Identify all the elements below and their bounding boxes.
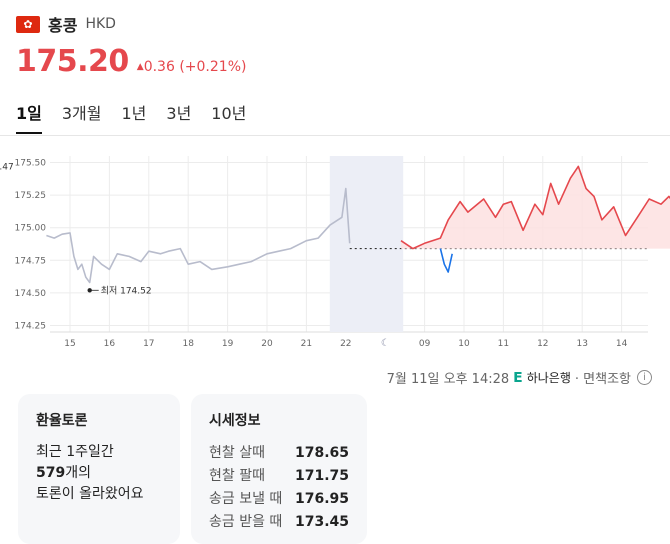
hong-kong-flag-icon: ✿ bbox=[16, 15, 40, 33]
annotation-label: 최고 175.47 bbox=[0, 161, 14, 172]
tab-3y[interactable]: 3년 bbox=[166, 104, 192, 123]
up-arrow-icon: ▲ bbox=[136, 62, 144, 72]
tab-3m[interactable]: 3개월 bbox=[61, 104, 102, 123]
currency-code: HKD bbox=[85, 16, 116, 32]
price-change: ▲0.36 (+0.21%) bbox=[137, 59, 247, 75]
y-tick-label: 175.50 bbox=[15, 159, 47, 169]
chart-annotations: 최고 175.47 최저 174.52 bbox=[0, 161, 152, 296]
x-tick-label: 14 bbox=[616, 339, 628, 349]
country-name: 홍콩 bbox=[48, 16, 78, 35]
discussion-count: 579 bbox=[36, 465, 66, 481]
tab-1y[interactable]: 1년 bbox=[121, 104, 147, 123]
discussion-card[interactable]: 환율토론 최근 1주일간 579개의 토론이 올라왔어요 bbox=[18, 394, 180, 544]
y-tick-label: 174.25 bbox=[15, 321, 47, 331]
rate-row: 현찰 팔때 171.75 bbox=[209, 465, 349, 488]
rate-label: 현찰 살때 bbox=[209, 445, 265, 461]
x-tick-label: 13 bbox=[576, 339, 587, 349]
rate-value: 171.75 bbox=[294, 468, 349, 484]
x-tick-label: 22 bbox=[340, 339, 351, 349]
y-tick-label: 175.00 bbox=[15, 224, 47, 234]
x-tick-label: 15 bbox=[64, 339, 75, 349]
price-change-value: 0.36 (+0.21%) bbox=[143, 59, 247, 75]
x-tick-label: 10 bbox=[458, 339, 470, 349]
rate-label: 송금 보낼 때 bbox=[209, 491, 283, 507]
info-icon[interactable]: i bbox=[637, 370, 652, 385]
rate-row: 송금 받을 때 173.45 bbox=[209, 511, 349, 534]
hana-bank-logo-icon: ⴹ bbox=[513, 369, 523, 386]
y-tick-label: 175.25 bbox=[15, 191, 47, 201]
y-axis-ticks: 175.50 175.25 175.00 174.75 174.50 174.25 bbox=[15, 159, 47, 332]
price-row: 175.20 ▲0.36 (+0.21%) bbox=[16, 44, 246, 79]
series-line bbox=[439, 248, 453, 273]
tab-10y[interactable]: 10년 bbox=[211, 104, 247, 123]
discussion-count-suffix: 개의 bbox=[65, 465, 91, 481]
discussion-line3: 토론이 올라왔어요 bbox=[36, 486, 144, 502]
annotation-label: 최저 174.52 bbox=[101, 285, 152, 296]
x-tick-label: 09 bbox=[419, 339, 431, 349]
period-tabs: 1일 3개월 1년 3년 10년 bbox=[16, 100, 246, 134]
series-lines bbox=[46, 165, 670, 284]
series-line bbox=[400, 165, 670, 250]
x-tick-label: 19 bbox=[222, 339, 234, 349]
price-area-fill bbox=[401, 166, 670, 249]
closed-market-region bbox=[329, 156, 404, 332]
x-tick-label: 21 bbox=[301, 339, 312, 349]
rate-value: 176.95 bbox=[294, 491, 349, 507]
x-tick-label: 16 bbox=[104, 339, 116, 349]
x-tick-label: 18 bbox=[182, 339, 194, 349]
discussion-line1: 최근 1주일간 bbox=[36, 444, 114, 460]
rate-label: 현찰 팔때 bbox=[209, 468, 265, 484]
x-tick-label: 12 bbox=[537, 339, 548, 349]
rate-row: 현찰 살때 178.65 bbox=[209, 442, 349, 465]
y-tick-label: 174.50 bbox=[15, 289, 47, 299]
tab-1d[interactable]: 1일 bbox=[16, 100, 42, 134]
rate-value: 178.65 bbox=[294, 445, 349, 461]
x-tick-label: 11 bbox=[498, 339, 509, 349]
x-tick-label: 20 bbox=[261, 339, 273, 349]
bank-name: 하나은행 bbox=[526, 371, 571, 385]
current-price: 175.20 bbox=[16, 44, 129, 79]
tab-divider bbox=[0, 135, 670, 136]
x-axis-ticks: 15 16 17 18 19 20 21 22 ☾ 09 10 11 12 13 14 bbox=[64, 338, 627, 349]
series-line bbox=[46, 187, 351, 284]
rate-value: 173.45 bbox=[294, 514, 349, 530]
y-tick-label: 174.75 bbox=[15, 256, 47, 266]
rates-card[interactable]: 시세정보 현찰 살때 178.65 현찰 팔때 171.75 송금 보낼 때 1… bbox=[191, 394, 367, 544]
update-time: 7월 11일 오후 14:28 bbox=[386, 372, 510, 387]
rate-row: 송금 보낼 때 176.95 bbox=[209, 488, 349, 511]
currency-header: ✿ 홍콩 HKD bbox=[16, 12, 116, 36]
rate-label: 송금 받을 때 bbox=[209, 514, 283, 530]
disclaimer-link[interactable]: · 면책조항 bbox=[574, 372, 631, 387]
moon-icon: ☾ bbox=[381, 338, 390, 349]
timestamp-row: 7월 11일 오후 14:28 ⴹ 하나은행 · 면책조항 i bbox=[387, 368, 652, 387]
x-tick-label: 17 bbox=[143, 339, 154, 349]
discussion-title: 환율토론 bbox=[36, 413, 88, 429]
discussion-count-line: 579개의 bbox=[36, 463, 162, 484]
rates-title: 시세정보 bbox=[209, 413, 261, 429]
